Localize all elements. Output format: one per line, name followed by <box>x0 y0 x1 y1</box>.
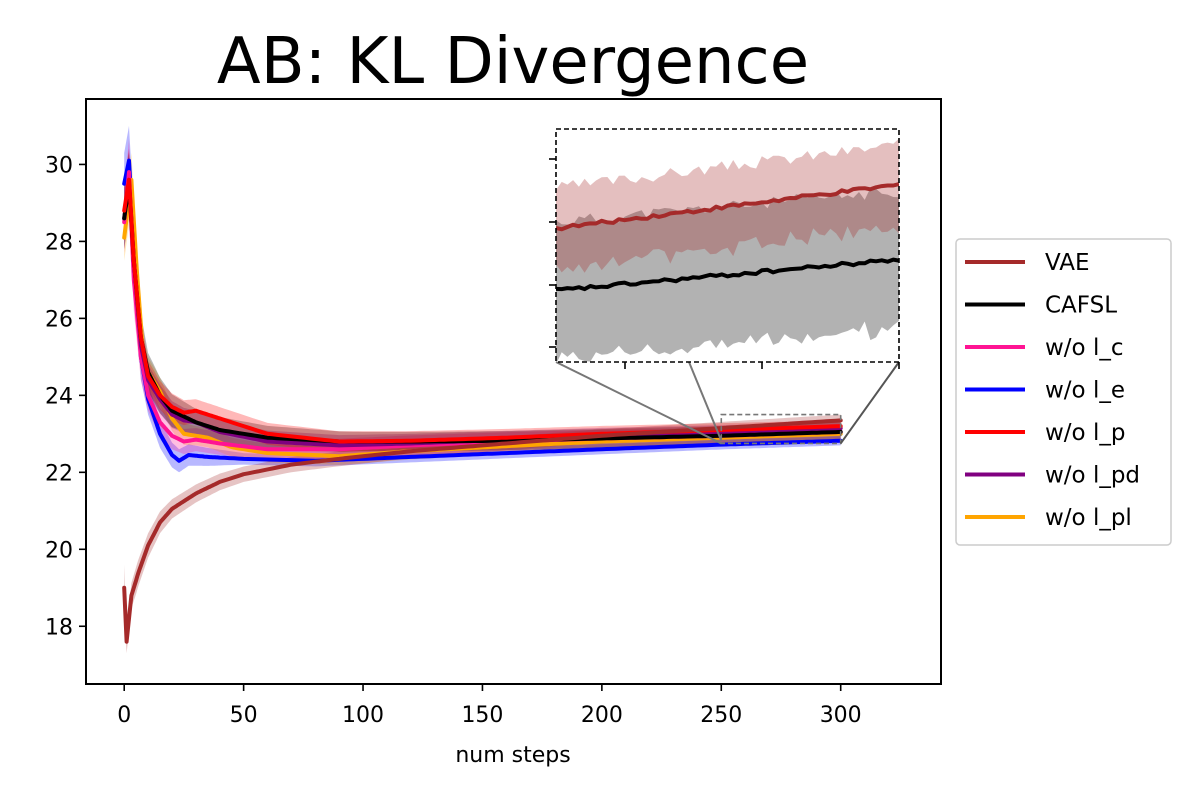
y-tick-label: 18 <box>45 615 73 640</box>
inset-background <box>556 129 899 362</box>
legend-label: w/o l_pd <box>1045 463 1140 489</box>
legend-item: CAFSL <box>965 293 1117 319</box>
x-tick-label: 250 <box>700 703 742 728</box>
inset-plot <box>549 128 900 369</box>
legend-item: w/o l_pl <box>965 505 1132 531</box>
x-tick-label: 100 <box>342 703 384 728</box>
x-axis: 0 50 100 150 200 250 300 <box>117 684 862 728</box>
legend-item: w/o l_c <box>965 335 1123 361</box>
x-axis-label: num steps <box>455 743 570 768</box>
x-tick-label: 0 <box>117 703 131 728</box>
x-tick-label: 150 <box>461 703 503 728</box>
y-axis: 18 20 22 24 26 28 30 <box>45 153 86 640</box>
x-tick-label: 200 <box>581 703 623 728</box>
zoom-connector-left <box>555 361 722 445</box>
inset-ticks <box>549 158 900 369</box>
inset-line-vae <box>556 182 899 232</box>
legend-label: w/o l_p <box>1045 420 1125 446</box>
legend: VAE CAFSL w/o l_c w/o l_e w/o l_p w/o l_pd w/o… <box>955 238 1172 546</box>
zoom-connector-right <box>839 361 900 445</box>
legend-label: w/o l_e <box>1045 378 1125 404</box>
legend-item: VAE <box>965 250 1090 276</box>
x-tick-label: 50 <box>230 703 258 728</box>
chart-title: AB: KL Divergence <box>217 25 809 99</box>
legend-item: w/o l_pd <box>965 463 1140 489</box>
line-vae <box>122 418 843 644</box>
y-tick-label: 28 <box>45 230 73 255</box>
legend-label: VAE <box>1045 250 1090 276</box>
zoom-region-box <box>720 413 842 445</box>
inset-line-cafsl <box>556 257 899 292</box>
legend-frame <box>955 238 1172 546</box>
zoom-connector-mid <box>688 361 723 441</box>
inset-lines <box>556 182 899 292</box>
y-tick-label: 24 <box>45 384 73 409</box>
plot-frame <box>85 98 942 685</box>
x-tick-label: 300 <box>820 703 862 728</box>
legend-label: w/o l_pl <box>1045 505 1132 531</box>
zoom-indicator <box>555 361 900 445</box>
legend-item: w/o l_e <box>965 378 1125 404</box>
legend-item: w/o l_p <box>965 420 1125 446</box>
y-tick-label: 30 <box>45 153 73 178</box>
legend-label: CAFSL <box>1045 293 1117 319</box>
y-tick-label: 26 <box>45 307 73 332</box>
inset-frame <box>555 128 900 363</box>
main-lines <box>122 158 843 644</box>
y-tick-label: 22 <box>45 461 73 486</box>
legend-label: w/o l_c <box>1045 335 1123 361</box>
y-tick-label: 20 <box>45 538 73 563</box>
